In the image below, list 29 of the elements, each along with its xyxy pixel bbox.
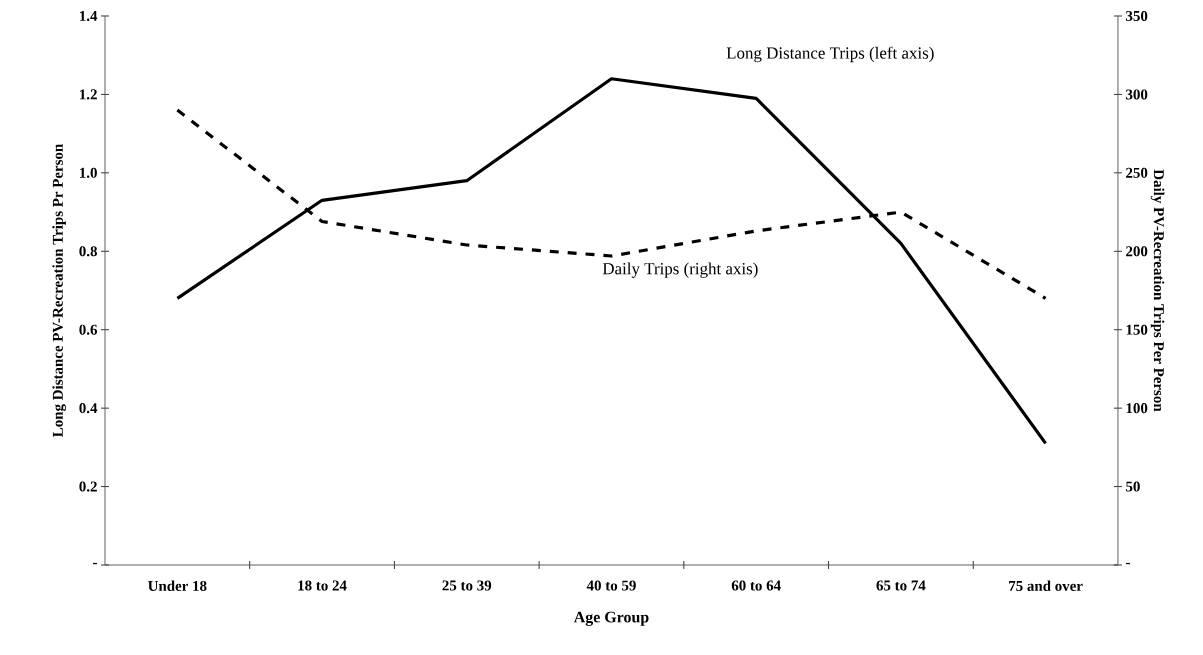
y2-tick-label: 200 [1126,246,1148,257]
x-tick-label: 75 and over [1009,580,1083,591]
line-series [175,77,1048,446]
y2-tick-label: 50 [1126,481,1140,492]
y-tick-label: 1.0 [80,167,97,178]
y-tick-label: - [93,562,97,565]
y-tick-label: 0.8 [79,246,97,257]
y2-tick-label: - [1126,562,1130,565]
series-label: Long Distance Trips (left axis) [726,46,934,63]
y-tick-label: 0.4 [79,403,98,414]
series-label: Daily Trips (right axis) [602,262,758,278]
y2-tick-label: 150 [1126,324,1148,335]
x-axis-title: Age Group [573,611,649,626]
x-tick-label: 25 to 39 [442,580,492,591]
y2-tick-label: 350 [1126,10,1148,22]
y-tick-label: 0.6 [79,324,98,335]
x-tick-label: 65 to 74 [876,580,926,591]
y-tick-label: 1.2 [80,89,97,100]
x-tick-label: 60 to 64 [731,580,781,591]
y-tick-label: 0.2 [79,481,97,492]
y2-tick-label: 100 [1126,403,1148,414]
y2-tick-label: 300 [1126,89,1148,100]
x-tick-label: 18 to 24 [298,580,347,591]
y2-tick-label: 250 [1126,167,1148,178]
x-tick-label: Under 18 [148,580,207,591]
y-axis-title: Long Distance PV-Recreation Trips Pr Person [52,144,66,437]
x-tick-label: 40 to 59 [586,580,636,591]
y-tick-label: 1.4 [80,10,98,22]
y2-axis-title: Daily PV-Recreation Trips Per Person [1150,169,1165,412]
